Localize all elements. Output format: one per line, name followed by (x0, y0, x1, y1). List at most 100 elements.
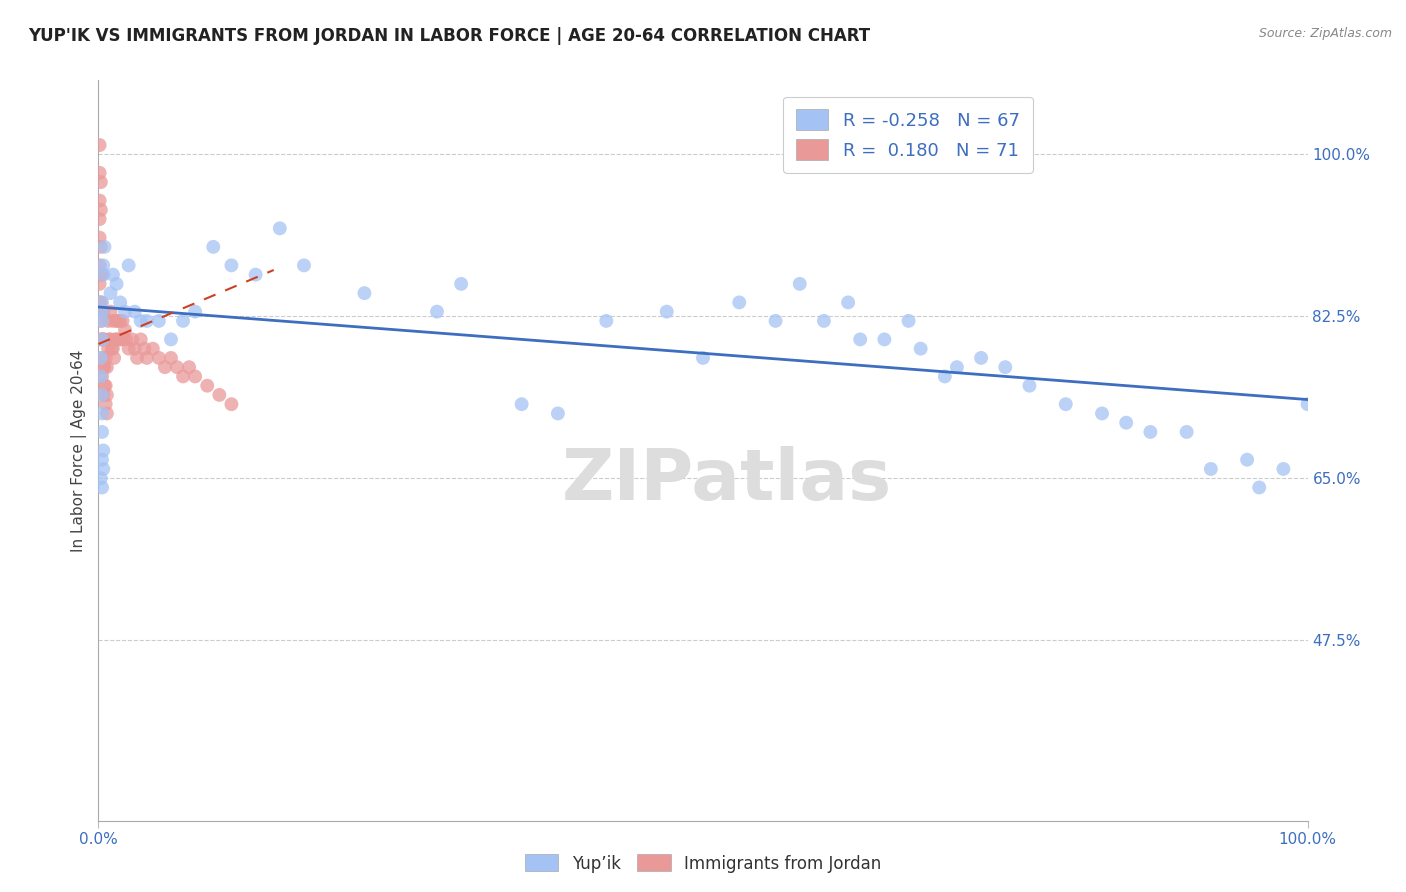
Point (1199, 462, 1222, 476)
Point (91, 360, 114, 375)
Point (114, 323, 136, 337)
Point (910, 342, 932, 356)
Point (789, 277, 811, 291)
Point (111, 314, 134, 328)
Point (89, 212, 111, 227)
Point (172, 369, 194, 384)
Point (91, 351, 114, 365)
Point (90, 202, 112, 217)
Point (94, 378, 117, 392)
Point (837, 295, 859, 310)
Point (547, 407, 569, 421)
Point (93, 360, 115, 375)
Point (849, 332, 872, 346)
Legend: R = -0.258   N = 67, R =  0.180   N = 71: R = -0.258 N = 67, R = 0.180 N = 71 (783, 96, 1032, 173)
Point (208, 388, 231, 402)
Point (91, 304, 114, 318)
Point (1236, 452, 1258, 467)
Point (934, 369, 956, 384)
Point (160, 351, 183, 365)
Point (90, 295, 112, 310)
Point (450, 277, 472, 291)
Point (105, 332, 128, 346)
Point (91, 425, 114, 439)
Point (91, 443, 114, 458)
Point (655, 304, 678, 318)
Point (98, 332, 121, 346)
Point (90, 175, 112, 189)
Point (91, 452, 114, 467)
Point (89, 295, 111, 310)
Point (728, 295, 751, 310)
Point (166, 360, 188, 375)
Point (134, 342, 156, 356)
Point (129, 332, 152, 346)
Point (89, 138, 111, 153)
Point (105, 314, 128, 328)
Point (103, 351, 125, 365)
Point (96, 388, 118, 402)
Point (90, 351, 112, 365)
Point (89, 230, 111, 244)
Point (100, 342, 122, 356)
Point (245, 268, 267, 282)
Point (110, 332, 132, 346)
Point (91, 369, 114, 384)
Point (946, 360, 969, 375)
Point (124, 342, 146, 356)
Point (353, 286, 375, 301)
Point (292, 259, 315, 273)
Point (105, 277, 128, 291)
Point (90, 369, 112, 384)
Point (112, 332, 135, 346)
Text: YUP'IK VS IMMIGRANTS FROM JORDAN IN LABOR FORCE | AGE 20-64 CORRELATION CHART: YUP'IK VS IMMIGRANTS FROM JORDAN IN LABO… (28, 27, 870, 45)
Point (96, 407, 118, 421)
Point (89, 259, 111, 273)
Point (1249, 481, 1271, 495)
Point (184, 304, 207, 318)
Point (142, 342, 165, 356)
Point (124, 304, 146, 318)
Point (269, 221, 291, 235)
Point (91, 332, 114, 346)
Point (970, 351, 993, 365)
Point (148, 314, 170, 328)
Text: Source: ZipAtlas.com: Source: ZipAtlas.com (1258, 27, 1392, 40)
Point (100, 286, 122, 301)
Point (1296, 397, 1319, 411)
Point (118, 259, 141, 273)
Point (91, 314, 114, 328)
Point (118, 342, 141, 356)
Point (1115, 416, 1137, 430)
Point (221, 259, 243, 273)
Point (101, 314, 124, 328)
Point (813, 314, 835, 328)
Point (89, 194, 111, 208)
Point (91, 332, 114, 346)
Point (179, 360, 201, 375)
Point (89, 277, 111, 291)
Point (765, 314, 787, 328)
Point (426, 304, 449, 318)
Point (93, 332, 115, 346)
Point (91, 332, 114, 346)
Point (91, 481, 114, 495)
Point (90, 240, 112, 254)
Point (94, 351, 117, 365)
Point (90, 268, 112, 282)
Point (91, 268, 114, 282)
Point (90, 332, 112, 346)
Point (96, 360, 118, 375)
Text: ZIPatlas: ZIPatlas (562, 446, 893, 515)
Point (1175, 425, 1198, 439)
Point (90, 471, 112, 485)
Point (93, 240, 115, 254)
Point (107, 314, 129, 328)
Point (202, 240, 225, 254)
Point (135, 351, 157, 365)
Y-axis label: In Labor Force | Age 20-64: In Labor Force | Age 20-64 (72, 350, 87, 551)
Point (153, 360, 176, 375)
Point (184, 369, 207, 384)
Point (91, 388, 114, 402)
Point (100, 332, 122, 346)
